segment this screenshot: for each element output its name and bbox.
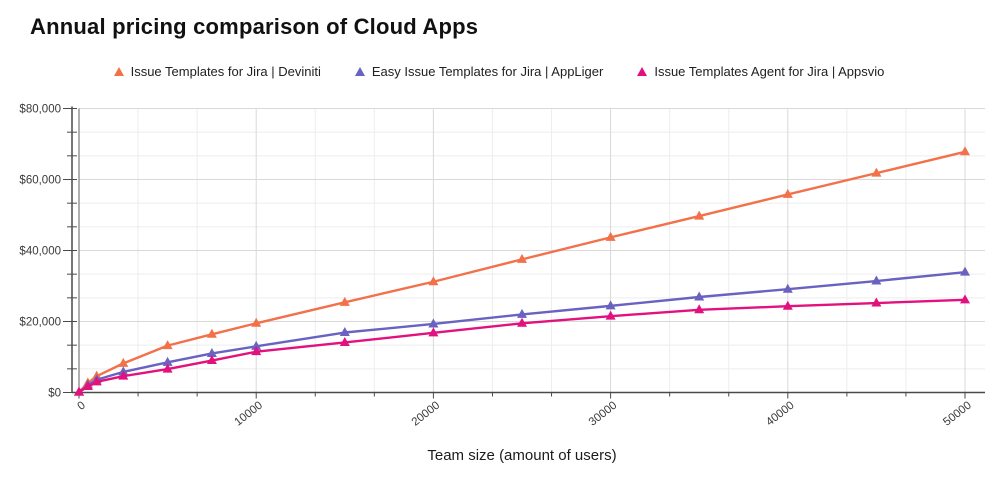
x-tick-label: 20000 [410,399,443,428]
data-point-marker [162,340,173,350]
legend-label: Easy Issue Templates for Jira | AppLiger [371,64,604,79]
data-point-marker [517,253,527,263]
data-point-marker [782,188,793,198]
data-point-marker [251,340,262,350]
data-point-marker [782,283,793,293]
legend-triangle-marker-icon [637,67,648,76]
legend: Issue Templates for Jira | Deviniti Easy … [0,64,998,79]
data-point-marker [251,317,262,327]
data-point-marker [428,318,439,328]
data-point-marker [605,300,616,310]
x-axis-title: Team size (amount of users) [427,447,617,464]
x-tick-label: 30000 [587,399,620,428]
data-point-marker [118,357,129,367]
data-point-marker [162,356,173,366]
y-tick-label: $40,000 [19,246,61,258]
x-tick-label: 0 [75,399,87,412]
data-point-marker [694,291,705,301]
data-point-marker [960,266,970,276]
data-point-marker [74,386,85,396]
data-point-marker [339,296,350,306]
data-point-marker [339,336,350,346]
x-tick-label: 10000 [232,399,265,428]
data-point-marker [871,297,882,307]
y-tick-label: $80,000 [19,104,61,116]
data-point-marker [251,346,262,356]
data-point-marker [694,210,705,220]
data-point-marker [517,308,527,318]
data-point-marker [206,328,217,338]
legend-label: Issue Templates for Jira | Deviniti [130,64,321,79]
data-point-marker [871,275,882,285]
y-tick-label: $20,000 [19,317,61,329]
legend-item-0[interactable]: Issue Templates for Jira | Deviniti [113,64,321,79]
series [74,146,970,396]
data-point-marker [960,146,970,156]
data-point-marker [517,317,527,327]
legend-item-1[interactable]: Easy Issue Templates for Jira | AppLiger [354,64,604,79]
data-point-marker [206,347,217,357]
data-point-marker [960,294,970,304]
gridlines-major [79,108,985,393]
data-point-marker [162,363,173,373]
data-point-marker [82,380,93,390]
data-point-marker [118,370,129,380]
data-point-marker [605,310,616,320]
y-tick-label: $60,000 [19,175,61,187]
data-point-marker [782,300,793,310]
y-tick-label: $0 [48,388,61,400]
data-point-marker [91,376,102,386]
data-point-marker [694,304,705,314]
data-point-marker [871,167,882,177]
axes [63,106,985,399]
legend-item-2[interactable]: Issue Templates Agent for Jira | Appsvio [637,64,884,79]
data-point-marker [206,355,217,365]
x-tick-label: 50000 [941,399,974,428]
x-tick-label: 40000 [764,399,797,428]
data-point-marker [428,276,439,286]
data-point-marker [339,327,350,337]
legend-triangle-marker-icon [354,67,365,76]
data-point-marker [605,231,616,241]
legend-triangle-marker-icon [113,67,124,76]
data-point-marker [428,327,439,337]
legend-label: Issue Templates Agent for Jira | Appsvio [654,64,885,79]
chart-title: Annual pricing comparison of Cloud Apps [30,14,479,39]
